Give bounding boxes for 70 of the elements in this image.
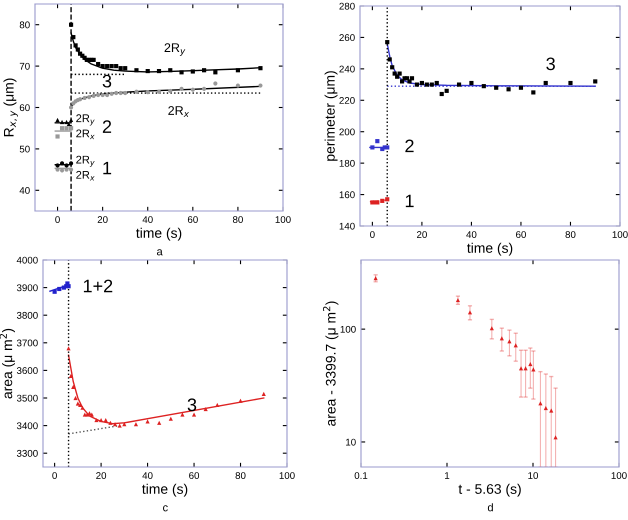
annotation: 2R$_{x}$ — [76, 130, 95, 140]
x-tick-label: 60 — [189, 472, 200, 479]
y-tick-label: 10 — [346, 438, 356, 446]
x-tick-label: 20 — [96, 472, 106, 479]
annotation: 2 — [405, 140, 414, 152]
annotation: 3 — [546, 57, 555, 70]
y-tick-label: 280 — [339, 2, 355, 10]
y-tick-label: 140 — [340, 222, 355, 230]
annotation: 2R$_{x}$ — [168, 106, 190, 117]
annotation: 2R$_{y}$ — [164, 43, 186, 56]
x-axis-title: time (s) — [136, 228, 182, 241]
x-tick-label: 60 — [516, 231, 526, 238]
y-axis-title: perimeter (μm) — [324, 71, 338, 161]
x-tick-label: 0 — [52, 472, 57, 479]
y-tick-label: 3800 — [16, 312, 38, 319]
x-axis-title: t - 5.63 (s) — [458, 484, 521, 497]
annotation: 2R$_{x}$ — [76, 170, 95, 180]
y-tick-label: 70 — [20, 62, 30, 70]
text: c — [163, 505, 168, 512]
x-tick-label: 100 — [612, 472, 627, 479]
x-tick-label: 60 — [188, 216, 198, 223]
x-tick-label: 1 — [445, 472, 450, 479]
x-tick-label: 40 — [142, 216, 153, 223]
y-tick-label: 80 — [20, 21, 30, 28]
annotation: 1+2 — [84, 280, 112, 292]
y-axis-title: R$_{x,y}$ (μm) — [3, 78, 18, 136]
y-tick-label: 3700 — [16, 340, 38, 346]
y-tick-label: 50 — [20, 146, 30, 153]
x-tick-label: 100 — [280, 472, 295, 479]
x-tick-label: 80 — [232, 216, 243, 223]
y-tick-label: 260 — [339, 34, 355, 42]
y-tick-label: 3300 — [16, 450, 38, 457]
x-axis-title: time (s) — [467, 242, 512, 256]
text: d — [488, 503, 493, 512]
annotation: 1 — [406, 194, 414, 208]
annotation: 2R$_{y}$ — [76, 156, 95, 167]
x-tick-label: 40 — [142, 472, 153, 479]
text: a — [156, 249, 163, 256]
y-tick-label: 3600 — [16, 367, 38, 374]
y-axis-title: area - 3399.7 (μ m$^{2}$) — [322, 301, 338, 426]
x-tick-label: 0.1 — [354, 472, 368, 479]
x-tick-label: 80 — [236, 472, 246, 479]
annotation: 3 — [102, 74, 112, 88]
y-tick-label: 100 — [340, 326, 356, 333]
y-tick-label: 40 — [20, 187, 30, 194]
x-tick-label: 100 — [276, 216, 291, 223]
y-axis-title: area (μ m$^{2}$) — [0, 328, 15, 398]
y-tick-label: 160 — [340, 191, 355, 198]
annotation: 2 — [102, 120, 112, 133]
x-tick-label: 20 — [98, 216, 108, 223]
x-tick-label: 0 — [55, 216, 60, 223]
y-tick-label: 60 — [20, 104, 30, 112]
x-tick-label: 0 — [370, 231, 375, 238]
x-tick-label: 20 — [416, 231, 427, 238]
x-tick-label: 100 — [612, 231, 628, 238]
y-tick-label: 240 — [339, 66, 355, 72]
y-tick-label: 3400 — [16, 422, 38, 430]
annotation: 3 — [188, 398, 196, 412]
annotation: 1 — [103, 162, 112, 174]
y-tick-label: 3500 — [16, 394, 38, 402]
y-tick-label: 200 — [339, 128, 355, 136]
y-tick-label: 180 — [340, 160, 355, 167]
y-tick-label: 220 — [339, 97, 355, 104]
x-tick-label: 40 — [466, 231, 476, 238]
y-tick-label: 3900 — [16, 284, 38, 292]
x-axis-title: time (s) — [142, 484, 188, 497]
annotation: 2R$_{y}$ — [76, 114, 95, 126]
x-tick-label: 10 — [528, 472, 538, 479]
x-tick-label: 80 — [565, 231, 576, 238]
y-tick-label: 4000 — [16, 256, 38, 264]
